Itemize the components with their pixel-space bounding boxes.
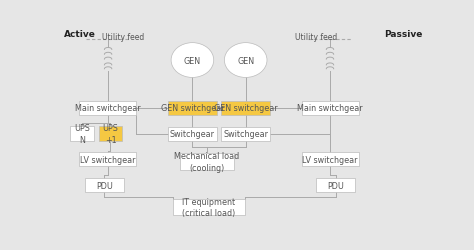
Text: Utility feed: Utility feed (295, 33, 337, 42)
Text: GEN switchgear: GEN switchgear (161, 104, 224, 113)
Text: UPS
+1: UPS +1 (102, 124, 118, 144)
Text: IT equipment
(critical load): IT equipment (critical load) (182, 197, 236, 217)
FancyBboxPatch shape (80, 152, 137, 167)
Text: Main switchgear: Main switchgear (297, 104, 363, 113)
Text: Switchgear: Switchgear (170, 130, 215, 139)
FancyBboxPatch shape (181, 153, 234, 170)
Text: Mechanical load
(cooling): Mechanical load (cooling) (174, 152, 240, 172)
FancyBboxPatch shape (173, 200, 245, 215)
FancyBboxPatch shape (301, 152, 359, 167)
FancyBboxPatch shape (70, 126, 94, 142)
FancyBboxPatch shape (168, 127, 217, 142)
FancyBboxPatch shape (85, 178, 124, 193)
Ellipse shape (171, 44, 214, 78)
Text: Switchgear: Switchgear (223, 130, 268, 139)
Text: PDU: PDU (96, 181, 113, 190)
Text: Active: Active (64, 30, 96, 39)
Text: UPS
N: UPS N (74, 124, 90, 144)
FancyBboxPatch shape (301, 101, 359, 116)
FancyBboxPatch shape (99, 126, 122, 142)
Text: GEN: GEN (237, 56, 254, 65)
Text: Main switchgear: Main switchgear (75, 104, 141, 113)
Text: Passive: Passive (384, 30, 422, 39)
Text: GEN: GEN (184, 56, 201, 65)
Text: Utility feed: Utility feed (102, 33, 145, 42)
FancyBboxPatch shape (316, 178, 355, 193)
FancyBboxPatch shape (221, 101, 271, 116)
Text: LV switchgear: LV switchgear (80, 155, 136, 164)
Text: GEN switchgear: GEN switchgear (214, 104, 277, 113)
FancyBboxPatch shape (221, 127, 271, 142)
FancyBboxPatch shape (80, 101, 137, 116)
Text: PDU: PDU (327, 181, 344, 190)
Text: LV switchgear: LV switchgear (302, 155, 358, 164)
Ellipse shape (224, 44, 267, 78)
FancyBboxPatch shape (168, 101, 217, 116)
